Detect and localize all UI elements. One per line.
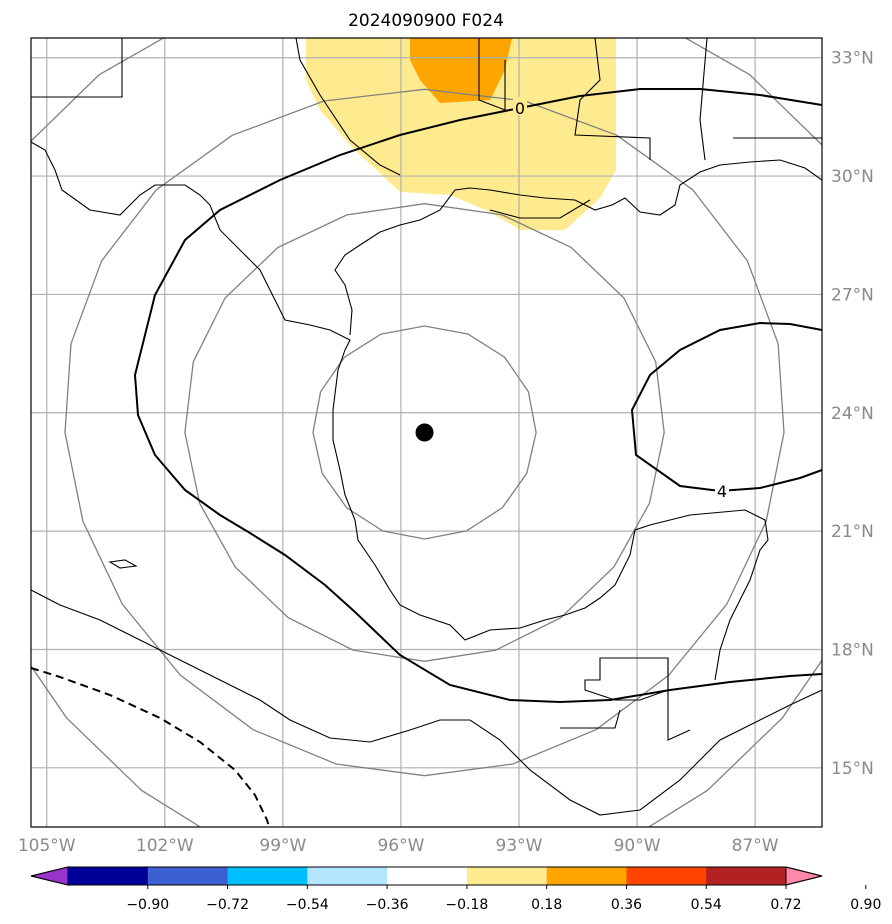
colorbar-segment-10: [785, 866, 823, 886]
range-ring-0: [312, 325, 537, 540]
range-ring-2: [64, 88, 785, 777]
colorbar-segment-5: [387, 867, 468, 885]
belize-border: [667, 658, 691, 741]
colorbar-segment-9: [706, 867, 787, 885]
colorbar-label-9: 0.90: [850, 897, 881, 913]
colorbar-segment-2: [147, 867, 229, 885]
coastlines: [31, 38, 822, 816]
lat-label-1: 30°N: [831, 167, 874, 187]
storm-center-marker: [415, 423, 434, 442]
map-area: 0 4: [31, 38, 822, 827]
state-border-6: [31, 38, 123, 98]
lat-label-6: 15°N: [831, 759, 874, 779]
colorbar-label-0: −0.90: [126, 897, 169, 913]
model-contours: [31, 88, 822, 827]
state-border-2: [478, 38, 506, 111]
contour-label-bg-0: [513, 97, 527, 115]
lat-label-3: 24°N: [831, 404, 874, 424]
lon-label-2: 99°W: [259, 836, 306, 856]
colorbar-segment-4: [307, 867, 388, 885]
colorbar-label-7: 0.54: [691, 897, 722, 913]
lon-label-5: 90°W: [614, 836, 661, 856]
colorbar-label-1: −0.72: [206, 897, 249, 913]
lon-label-1: 102°W: [136, 836, 194, 856]
latitude-tick-labels: 33°N 30°N 27°N 24°N 21°N 18°N 15°N: [831, 49, 874, 779]
contour-label-zero: 0: [515, 99, 525, 118]
colorbar-label-6: 0.36: [611, 897, 642, 913]
state-border-7: [489, 199, 591, 219]
colorbar-label-4: −0.18: [445, 897, 488, 913]
shaded-field-orange: [410, 38, 512, 103]
state-border-1: [295, 38, 401, 176]
map-frame: [30, 37, 823, 828]
colorbar-segment-1: [68, 867, 149, 885]
lon-label-0: 105°W: [18, 836, 76, 856]
island-1: [108, 559, 138, 569]
gridlines: [31, 38, 822, 827]
colorbar-segment-6: [466, 867, 548, 885]
colorbar-label-5: 0.18: [531, 897, 562, 913]
colorbar-segment-7: [546, 867, 627, 885]
lon-label-4: 93°W: [496, 836, 543, 856]
colorbar-segment-3: [227, 867, 308, 885]
pacific-coastline: [31, 589, 822, 816]
lat-label-2: 27°N: [831, 285, 874, 305]
lat-label-5: 18°N: [831, 640, 874, 660]
shaded-field-light: [306, 38, 616, 230]
lat-label-0: 33°N: [831, 49, 874, 69]
colorbar: [30, 866, 823, 886]
lon-label-6: 87°W: [732, 836, 779, 856]
colorbar-label-8: 0.72: [770, 897, 801, 913]
contour-label-four: 4: [717, 482, 727, 501]
lat-label-4: 21°N: [831, 522, 874, 542]
colorbar-label-2: −0.54: [286, 897, 329, 913]
figure-title: 2024090900 F024: [348, 11, 504, 31]
central-border: [560, 709, 621, 729]
colorbar-segment-0: [30, 866, 69, 886]
texas-louisiana-coast: [334, 159, 822, 336]
colorbar-outline: [30, 866, 823, 886]
colorbar-segment-8: [626, 867, 707, 885]
contour-four: [630, 321, 822, 493]
us-mexico-coastline: [31, 141, 769, 681]
state-border-3: [574, 38, 651, 160]
longitude-tick-labels: 105°W 102°W 99°W 96°W 93°W 90°W 87°W: [18, 836, 779, 856]
contour-label-bg-4: [715, 482, 729, 500]
state-border-4: [699, 38, 708, 161]
colorbar-label-3: −0.36: [366, 897, 409, 913]
range-ring-1: [184, 203, 665, 662]
colorbar-tick-labels: −0.90 −0.72 −0.54 −0.36 −0.18 0.18 0.36 0.54 0.7…: [126, 885, 881, 913]
guatemala-border: [584, 657, 669, 701]
lon-label-3: 96°W: [377, 836, 424, 856]
contour-negative: [31, 667, 271, 827]
